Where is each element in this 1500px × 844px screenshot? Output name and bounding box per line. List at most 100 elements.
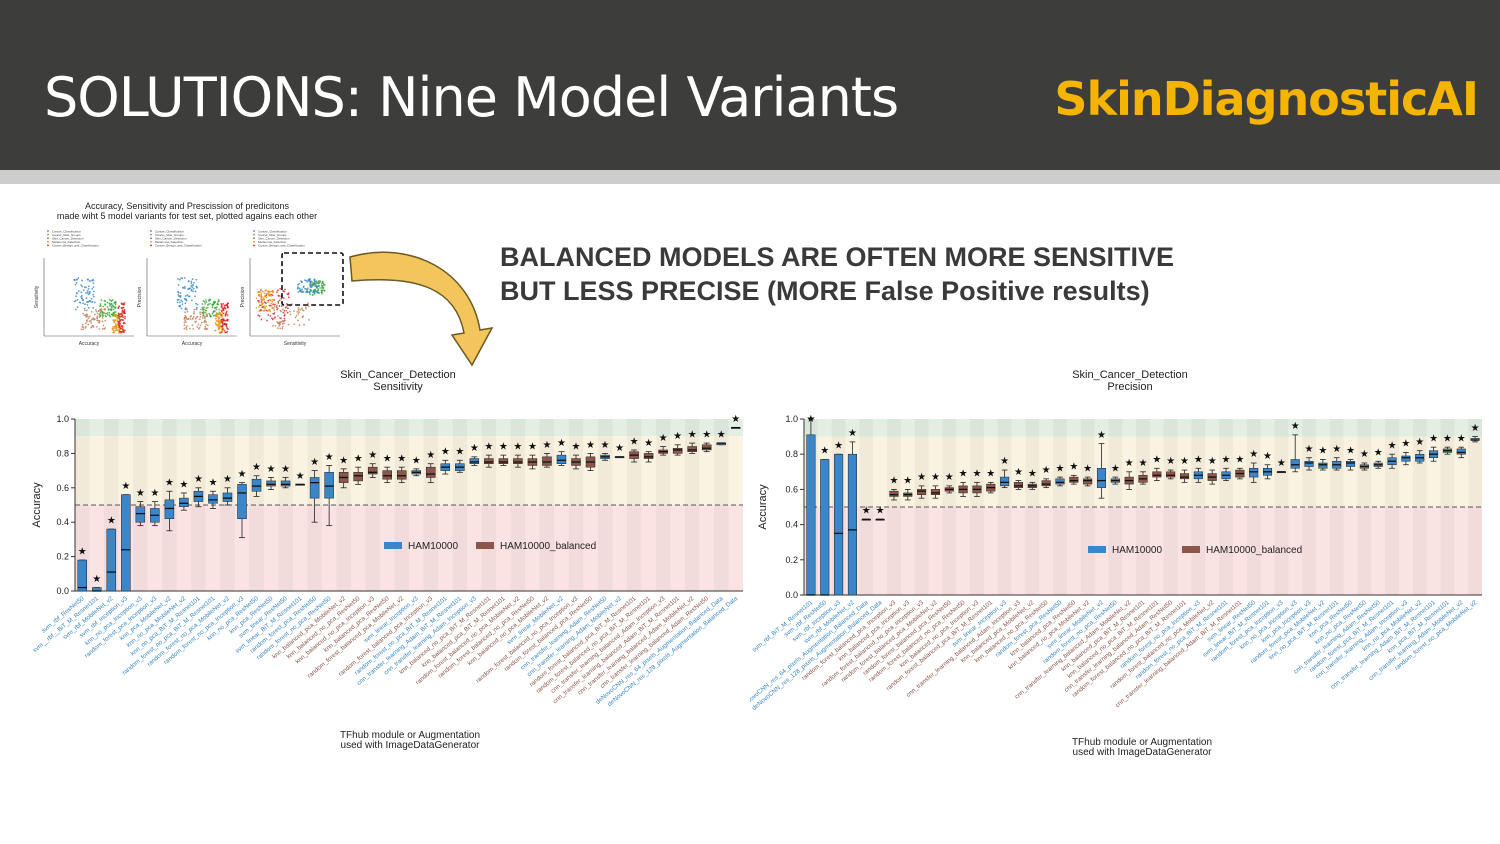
mean-marker: ★ bbox=[903, 476, 912, 487]
mean-marker: ★ bbox=[223, 474, 232, 485]
thumb-point bbox=[190, 299, 193, 302]
thumb-point bbox=[118, 330, 121, 333]
thumb-point bbox=[123, 302, 126, 304]
mean-marker: ★ bbox=[702, 429, 711, 440]
scatter-thumbnail: Accuracy, Sensitivity and Prescission of… bbox=[34, 201, 344, 347]
thumb-point bbox=[215, 315, 217, 318]
box bbox=[367, 466, 378, 475]
thumb-point bbox=[261, 298, 264, 301]
thumb-legend-label: Cancer_Benign_and_Classification bbox=[258, 244, 305, 248]
thumb-point bbox=[283, 319, 286, 322]
thumb-legend-marker bbox=[150, 233, 152, 236]
thumb-point bbox=[84, 303, 86, 306]
thumb-point bbox=[122, 306, 124, 309]
x-axis-label-line-2: used with ImageDataGenerator bbox=[341, 740, 481, 751]
thumb-point bbox=[114, 329, 117, 332]
thumb-point bbox=[279, 309, 282, 312]
thumb-point bbox=[284, 288, 286, 291]
thumb-point bbox=[114, 319, 116, 322]
thumb-point bbox=[121, 328, 124, 331]
thumb-point bbox=[96, 312, 99, 315]
thumb-point bbox=[113, 302, 116, 304]
thumb-point bbox=[267, 314, 270, 316]
mean-marker: ★ bbox=[1069, 462, 1078, 473]
thumb-point bbox=[313, 290, 316, 293]
thumb-point bbox=[278, 295, 280, 297]
thumb-point bbox=[89, 291, 91, 293]
thumb-point bbox=[278, 299, 281, 302]
thumb-point bbox=[202, 309, 205, 311]
thumb-point bbox=[297, 319, 299, 322]
thumb-point bbox=[267, 301, 269, 304]
thumb-point bbox=[215, 312, 218, 315]
y-tick-label: 0.6 bbox=[785, 484, 798, 494]
mean-marker: ★ bbox=[876, 506, 885, 517]
thumb-point bbox=[278, 305, 281, 307]
thumb-point bbox=[310, 280, 313, 283]
thumb-point bbox=[298, 311, 300, 314]
thumb-point bbox=[321, 289, 324, 292]
thumb-point bbox=[91, 288, 94, 290]
thumb-point bbox=[205, 309, 207, 312]
thumb-legend-label: Cancer_Classification bbox=[155, 229, 184, 233]
thumb-legend-marker bbox=[47, 230, 49, 232]
header-bar bbox=[0, 0, 1500, 170]
thumb-point bbox=[203, 317, 206, 320]
thumb-point bbox=[205, 299, 207, 301]
thumb-point bbox=[104, 327, 107, 329]
mean-marker: ★ bbox=[1263, 451, 1272, 462]
thumb-point bbox=[180, 307, 183, 310]
band-high bbox=[804, 419, 1482, 437]
thumb-point bbox=[208, 299, 211, 302]
mean-marker: ★ bbox=[1125, 458, 1134, 469]
thumb-point bbox=[206, 315, 208, 318]
thumb-point bbox=[179, 292, 182, 294]
thumb-point bbox=[111, 298, 114, 301]
thumb-point bbox=[316, 286, 319, 288]
thumb-point bbox=[118, 326, 121, 328]
thumb-point bbox=[89, 280, 92, 282]
mean-marker: ★ bbox=[1318, 446, 1327, 457]
thumb-point bbox=[120, 327, 123, 330]
thumb-point bbox=[112, 304, 114, 307]
thumb-point bbox=[321, 284, 323, 287]
thumb-point bbox=[307, 302, 310, 305]
thumbnail-title-2: made wiht 5 model variants for test set,… bbox=[57, 211, 317, 221]
thumb-legend-marker bbox=[253, 244, 255, 247]
thumb-point bbox=[183, 276, 186, 279]
thumb-point bbox=[273, 299, 276, 301]
thumb-point bbox=[122, 319, 124, 321]
thumb-legend-label: Cancer_Risk_Groups bbox=[155, 233, 184, 237]
thumb-point bbox=[122, 316, 125, 319]
thumb-point bbox=[75, 278, 78, 281]
thumb-point bbox=[275, 306, 278, 309]
thumb-point bbox=[121, 326, 124, 329]
mean-marker: ★ bbox=[165, 478, 174, 489]
box bbox=[469, 458, 480, 464]
thumb-point bbox=[215, 308, 218, 311]
thumb-point bbox=[195, 278, 198, 281]
mean-marker: ★ bbox=[972, 469, 981, 480]
thumb-point bbox=[307, 305, 310, 308]
thumb-point bbox=[284, 306, 287, 309]
thumb-point bbox=[193, 312, 195, 315]
thumb-point bbox=[315, 282, 318, 284]
box bbox=[672, 447, 683, 454]
thumb-point bbox=[225, 323, 228, 326]
thumb-point bbox=[120, 325, 123, 328]
thumb-point bbox=[189, 318, 192, 321]
thumb-point bbox=[295, 314, 298, 317]
mean-marker: ★ bbox=[1166, 456, 1175, 467]
thumb-point bbox=[223, 322, 226, 325]
thumb-point bbox=[205, 323, 208, 326]
box bbox=[1346, 460, 1356, 467]
thumb-point bbox=[293, 310, 296, 313]
thumbnail-panel: Cancer_ClassificationCancer_Risk_GroupsS… bbox=[240, 229, 340, 347]
thumb-legend-label: Melanoma_Detection bbox=[258, 240, 287, 244]
thumb-point bbox=[101, 312, 104, 315]
box bbox=[1456, 448, 1466, 455]
box bbox=[1401, 455, 1411, 462]
thumb-point bbox=[86, 319, 89, 322]
thumb-point bbox=[106, 301, 109, 304]
thumb-point bbox=[101, 320, 104, 323]
